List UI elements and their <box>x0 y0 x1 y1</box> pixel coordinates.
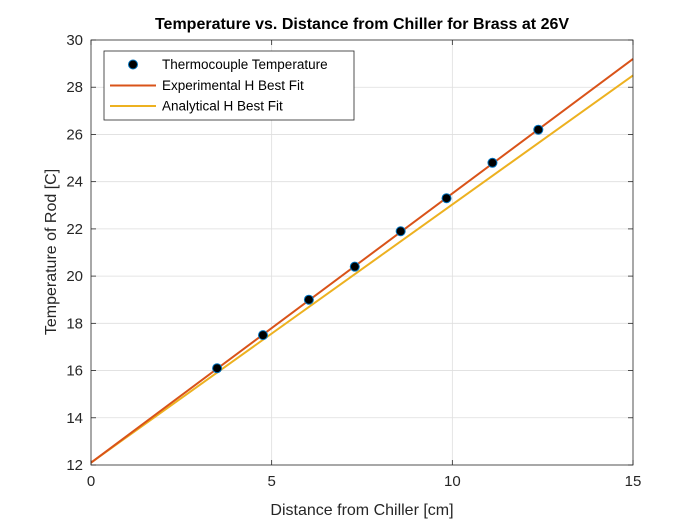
data-point <box>487 157 498 168</box>
grid-lines <box>91 40 633 465</box>
y-tick-label: 24 <box>66 174 83 191</box>
data-point <box>303 294 314 305</box>
data-point <box>349 261 360 272</box>
y-tick-label: 14 <box>66 410 83 427</box>
legend-label: Analytical H Best Fit <box>162 99 283 114</box>
tick-marks <box>90 39 634 466</box>
y-tick-label: 28 <box>66 79 83 96</box>
legend: Thermocouple Temperature Experimental H … <box>103 50 355 121</box>
data-point <box>395 226 406 237</box>
y-tick-label: 12 <box>66 457 83 474</box>
y-tick-label: 30 <box>66 32 83 49</box>
legend-marker-dot <box>128 59 138 70</box>
y-tick-label: 20 <box>66 268 83 285</box>
y-axis-label: Temperature of Rod [C] <box>43 169 60 335</box>
y-tick-label: 22 <box>66 221 83 238</box>
x-axis-label: Distance from Chiller [cm] <box>270 502 453 519</box>
series-line-analytical-h-best-fit <box>90 74 634 464</box>
chart-title: Temperature vs. Distance from Chiller fo… <box>155 16 569 33</box>
y-tick-label: 18 <box>66 315 83 332</box>
plot-frame <box>90 39 634 466</box>
y-tick-label: 26 <box>66 126 83 143</box>
data-point <box>441 193 452 204</box>
y-tick-label: 16 <box>66 363 83 380</box>
x-tick-label: 10 <box>444 473 461 490</box>
legend-item-experimental: Experimental H Best Fit <box>110 78 304 93</box>
x-tick-label: 0 <box>87 473 95 490</box>
legend-label: Thermocouple Temperature <box>162 57 328 72</box>
series-layer <box>90 58 634 464</box>
legend-item-analytical: Analytical H Best Fit <box>110 99 283 114</box>
data-point <box>533 124 544 135</box>
data-point <box>257 330 268 341</box>
series-line-experimental-h-best-fit <box>90 58 634 464</box>
data-point <box>212 363 223 374</box>
x-tick-label: 5 <box>267 473 275 490</box>
x-tick-label: 15 <box>625 473 642 490</box>
legend-item-thermocouple: Thermocouple Temperature <box>128 57 328 72</box>
legend-label: Experimental H Best Fit <box>162 78 304 93</box>
